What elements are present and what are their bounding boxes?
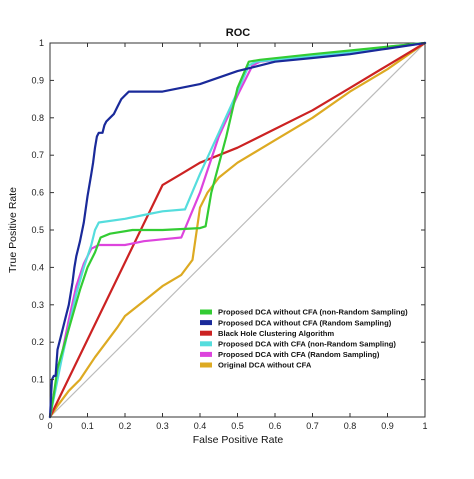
x-tick-label: 1 [422, 421, 427, 431]
x-axis-label: False Positive Rate [193, 434, 284, 446]
legend-label: Proposed DCA without CFA (Random Samplin… [218, 318, 392, 327]
y-tick-label: 0.3 [31, 300, 44, 310]
x-tick-label: 0.2 [119, 421, 132, 431]
y-tick-label: 0 [39, 412, 44, 422]
series-line-3 [48, 41, 427, 419]
series-line-4 [48, 41, 427, 419]
legend-label: Black Hole Clustering Algorithm [218, 329, 334, 338]
x-tick-label: 0.5 [231, 421, 244, 431]
legend-swatch [200, 341, 212, 347]
y-tick-label: 0.9 [31, 75, 44, 85]
series-line-2 [48, 41, 427, 419]
x-tick-label: 0.4 [194, 421, 207, 431]
y-axis-label: True Positive Rate [7, 187, 19, 273]
axis-layer: 0 0.1 0.2 0.3 0.4 0.5 0.6 0.7 0.8 0.9 1 0 0.1 0.2 0.3 0… [31, 38, 427, 431]
y-tick-label: 0.2 [31, 337, 44, 347]
x-tick-label: 0.9 [381, 421, 394, 431]
series-line-5 [48, 41, 427, 419]
legend-label: Proposed DCA with CFA (non-Random Sampli… [218, 340, 396, 349]
legend-label: Proposed DCA without CFA (non-Random Sam… [218, 308, 408, 317]
reference-diagonal [49, 42, 426, 418]
x-tick-label: 0.6 [269, 421, 282, 431]
y-tick-label: 0.5 [31, 225, 44, 235]
legend-label: Proposed DCA with CFA (Random Sampling) [218, 350, 380, 359]
legend-swatch [200, 351, 212, 357]
y-tick-label: 0.4 [31, 262, 44, 272]
chart-title: ROC [226, 27, 251, 39]
reference-diagonal-layer [49, 42, 426, 418]
x-tick-label: 0.7 [306, 421, 319, 431]
legend-swatch [200, 330, 212, 336]
series-layer [48, 41, 427, 419]
series-line-1 [48, 41, 427, 419]
y-tick-label: 1 [39, 38, 44, 48]
x-tick-label: 0.1 [81, 421, 94, 431]
legend-swatch [200, 362, 212, 368]
legend-swatch [200, 320, 212, 326]
y-tick-label: 0.6 [31, 188, 44, 198]
legend: Proposed DCA without CFA (non-Random Sam… [200, 308, 408, 370]
y-tick-label: 0.7 [31, 150, 44, 160]
legend-swatch [200, 309, 212, 315]
x-tick-label: 0 [47, 421, 52, 431]
x-tick-label: 0.3 [156, 421, 169, 431]
legend-label: Original DCA without CFA [218, 361, 312, 370]
x-tick-label: 0.8 [344, 421, 357, 431]
y-tick-label: 0.8 [31, 113, 44, 123]
series-line-6 [48, 41, 427, 419]
y-tick-label: 0.1 [31, 375, 44, 385]
